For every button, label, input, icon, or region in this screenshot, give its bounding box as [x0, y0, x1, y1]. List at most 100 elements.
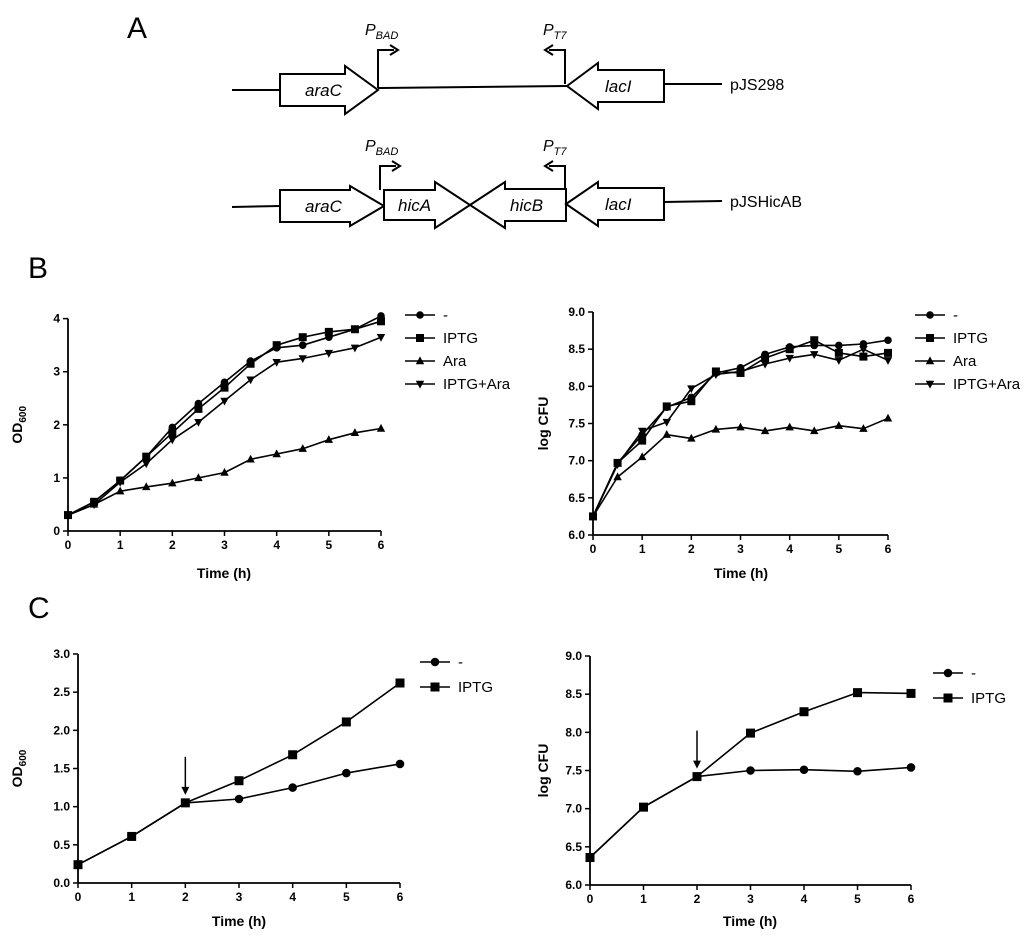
data-point-triangle: [613, 472, 622, 481]
data-point-triangle-down: [115, 478, 125, 487]
x-tick-label: 1: [117, 538, 124, 552]
data-point-circle: [342, 768, 351, 778]
y-tick-label: 0.0: [53, 876, 70, 890]
data-point-circle: [395, 759, 405, 769]
data-point-triangle-down: [925, 380, 935, 389]
data-point-circle: [884, 336, 892, 345]
data-point-triangle-down: [760, 360, 770, 369]
data-point-triangle: [272, 449, 281, 458]
y-axis-label: log CFU: [535, 744, 551, 798]
arrow-head: [181, 786, 190, 795]
series-line: [592, 417, 889, 517]
data-point-triangle: [785, 422, 794, 431]
promoter-pt7-2: PT7: [543, 138, 567, 189]
promoter-pt7-1: PT7: [543, 22, 567, 84]
y-axis-label-subscript: 600: [18, 749, 29, 766]
data-point-circle: [416, 311, 424, 319]
data-point-square: [761, 354, 770, 363]
y-tick-label: 4: [53, 312, 60, 326]
svg-text:PBAD: PBAD: [365, 22, 398, 42]
chart-b-log-cfu: 0 1 2 3 4 5 6 6.0 6.5 7.0 7.5 8.0 8.5 9.0 Time (h) log …: [535, 305, 1021, 581]
y-tick-label: 8.5: [565, 687, 582, 701]
gene-label: araC: [305, 197, 343, 216]
data-point-circle: [298, 341, 307, 349]
promoter-pbad-2: PBAD: [365, 138, 402, 190]
data-point-triangle-down: [142, 460, 151, 469]
y-tick-label: 7.5: [568, 417, 585, 431]
data-point-square: [799, 707, 809, 717]
y-tick-label: 0.5: [53, 838, 70, 852]
gene-label: lacI: [605, 195, 632, 214]
x-tick-label: 3: [236, 890, 243, 904]
data-point-square: [180, 798, 190, 808]
data-point-triangle: [376, 423, 386, 432]
data-point-triangle-down: [89, 501, 99, 510]
x-tick-label: 5: [343, 890, 350, 904]
x-tick-label: 1: [639, 542, 646, 556]
data-point-square: [785, 345, 794, 354]
data-point-triangle: [168, 478, 177, 487]
data-point-square: [377, 317, 385, 326]
svg-text:PBAD: PBAD: [365, 138, 398, 158]
gene-label: lacI: [605, 77, 632, 96]
data-point-triangle: [637, 452, 647, 461]
y-tick-label: 2.5: [53, 685, 70, 699]
data-point-circle: [799, 765, 809, 775]
data-point-triangle-down: [834, 357, 844, 365]
data-point-triangle-down: [613, 461, 622, 469]
gene-label: hicB: [510, 196, 543, 215]
data-point-triangle-down: [883, 357, 893, 365]
legend-label: -: [443, 307, 448, 324]
y-tick-label: 3.0: [53, 647, 70, 661]
data-point-square: [288, 750, 298, 760]
legend-label: IPTG+Ara: [443, 376, 511, 393]
data-point-triangle-down: [711, 371, 721, 380]
data-point-triangle-down: [194, 418, 203, 427]
data-point-circle: [746, 766, 755, 775]
y-tick-label: 7.0: [568, 454, 585, 468]
x-tick-label: 6: [378, 538, 385, 552]
x-tick-label: 5: [854, 892, 861, 906]
data-point-square: [324, 327, 333, 336]
data-point-triangle-down: [298, 355, 307, 364]
x-tick-label: 6: [885, 542, 892, 556]
promoter-letter: P: [365, 22, 376, 39]
plasmid-name-2: pJSHicAB: [730, 194, 802, 211]
chart-c-od600: 0 1 2 3 4 5 6 0.0 0.5 1.0 1.5 2.0 2.5 3.0 Time (h) OD60…: [9, 647, 493, 929]
gene-label: hicA: [398, 196, 431, 215]
data-point-circle: [926, 311, 934, 319]
data-point-square: [127, 831, 137, 841]
y-tick-label: 9.0: [568, 305, 585, 319]
y-tick-label: 9.0: [565, 649, 582, 663]
data-point-circle: [859, 340, 868, 348]
x-tick-label: 2: [169, 538, 176, 552]
x-tick-label: 0: [65, 538, 72, 552]
x-tick-label: 3: [737, 542, 744, 556]
data-point-triangle-down: [168, 436, 177, 445]
legend-label: IPTG: [953, 330, 988, 347]
promoter-subscript: BAD: [376, 30, 399, 42]
arrow-head: [693, 760, 701, 769]
data-point-triangle-down: [810, 351, 819, 359]
y-tick-label: 8.5: [568, 342, 585, 356]
panel-label-c: C: [28, 592, 50, 625]
data-point-triangle-down: [687, 385, 696, 394]
data-point-square: [926, 334, 934, 342]
data-point-triangle-down: [736, 368, 745, 377]
legend-label: IPTG: [971, 690, 1006, 707]
data-point-square: [638, 436, 647, 445]
data-point-triangle-down: [785, 354, 794, 363]
data-point-triangle: [115, 486, 125, 495]
data-point-triangle-down: [662, 418, 671, 427]
x-tick-label: 4: [801, 892, 808, 906]
x-tick-label: 0: [75, 890, 82, 904]
data-point-triangle: [415, 356, 425, 365]
promoter-letter: P: [543, 138, 554, 155]
data-point-square: [416, 334, 424, 342]
data-point-triangle-down: [637, 427, 647, 436]
y-tick-label: 8.0: [568, 379, 585, 393]
data-point-triangle: [834, 421, 844, 429]
data-point-circle: [835, 341, 843, 350]
chart-b-od600: 0 1 2 3 4 5 6 0 1 2 3 4 Time (h) OD600 - IPTG Ara IPTG+Ar…: [9, 307, 511, 581]
x-tick-label: 4: [786, 542, 793, 556]
